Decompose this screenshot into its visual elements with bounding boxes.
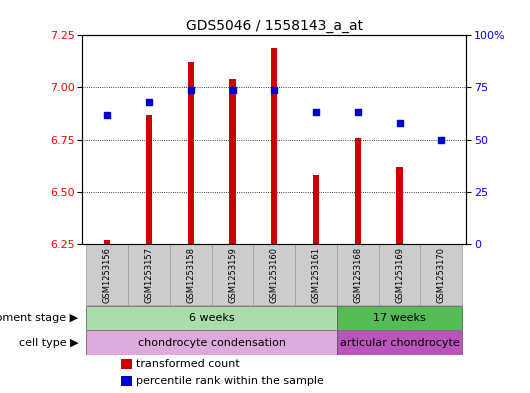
Point xyxy=(395,120,404,126)
Text: articular chondrocyte: articular chondrocyte xyxy=(340,338,460,348)
Bar xyxy=(355,138,361,244)
Text: transformed count: transformed count xyxy=(136,359,240,369)
Text: 6 weeks: 6 weeks xyxy=(189,313,234,323)
Bar xyxy=(146,115,152,244)
Bar xyxy=(121,359,132,369)
FancyBboxPatch shape xyxy=(337,244,379,305)
FancyBboxPatch shape xyxy=(379,244,420,305)
Text: 17 weeks: 17 weeks xyxy=(373,313,426,323)
Point xyxy=(103,112,111,118)
Title: GDS5046 / 1558143_a_at: GDS5046 / 1558143_a_at xyxy=(186,19,363,33)
Bar xyxy=(337,306,462,331)
Bar xyxy=(104,240,110,244)
FancyBboxPatch shape xyxy=(295,244,337,305)
Bar xyxy=(188,62,194,244)
Point xyxy=(354,109,362,116)
Bar xyxy=(121,376,132,386)
Point xyxy=(270,86,279,93)
Text: GSM1253156: GSM1253156 xyxy=(103,247,112,303)
Text: GSM1253159: GSM1253159 xyxy=(228,247,237,303)
Point xyxy=(187,86,195,93)
Bar xyxy=(86,331,337,355)
Text: GSM1253169: GSM1253169 xyxy=(395,247,404,303)
Text: GSM1253168: GSM1253168 xyxy=(354,247,363,303)
Bar xyxy=(313,175,319,244)
Point xyxy=(312,109,320,116)
Text: GSM1253157: GSM1253157 xyxy=(145,247,154,303)
FancyBboxPatch shape xyxy=(211,244,253,305)
Text: cell type ▶: cell type ▶ xyxy=(19,338,78,348)
Text: GSM1253160: GSM1253160 xyxy=(270,247,279,303)
Bar xyxy=(86,306,337,331)
Text: GSM1253161: GSM1253161 xyxy=(312,247,321,303)
Text: GSM1253158: GSM1253158 xyxy=(186,247,195,303)
Point xyxy=(437,136,446,143)
Point xyxy=(145,99,153,105)
FancyBboxPatch shape xyxy=(420,244,462,305)
FancyBboxPatch shape xyxy=(128,244,170,305)
Bar xyxy=(271,48,277,244)
Text: GSM1253170: GSM1253170 xyxy=(437,247,446,303)
Point xyxy=(228,86,237,93)
Text: percentile rank within the sample: percentile rank within the sample xyxy=(136,376,324,386)
Text: chondrocyte condensation: chondrocyte condensation xyxy=(138,338,286,348)
Bar xyxy=(229,79,236,244)
FancyBboxPatch shape xyxy=(86,244,128,305)
Text: development stage ▶: development stage ▶ xyxy=(0,313,78,323)
Bar xyxy=(337,331,462,355)
FancyBboxPatch shape xyxy=(170,244,211,305)
FancyBboxPatch shape xyxy=(253,244,295,305)
Bar xyxy=(396,167,403,244)
